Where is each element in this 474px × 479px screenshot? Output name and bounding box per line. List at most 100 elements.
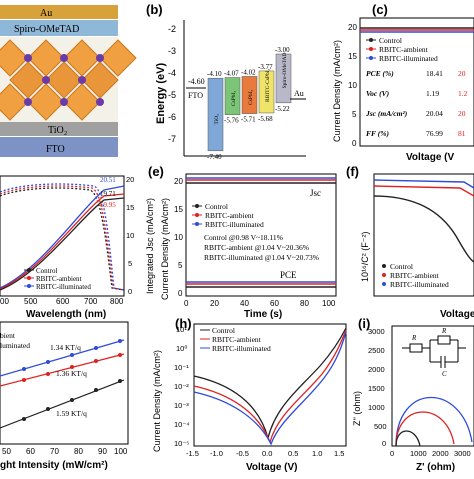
jsc-control-value: 19.71	[100, 190, 116, 198]
jsc-illuminated-value: 20.51	[100, 176, 116, 184]
dark-jv-legend-control: Control	[212, 326, 235, 335]
dark-jv-chart: Current Density (mA/cm²) 10¹ 10⁰ 10⁻¹ 10…	[152, 323, 347, 473]
table-param: Jsc (mA/cm²)	[365, 109, 408, 118]
table-param: FF (%)	[366, 129, 389, 138]
voc-legend-illuminated: luminated	[0, 341, 30, 350]
jv-tick: 15	[348, 52, 357, 61]
ms-xlabel: Voltage	[440, 309, 474, 320]
tio2-layer	[0, 122, 118, 136]
au-level-label: Au	[294, 89, 304, 98]
nyquist-ylabel: Z'' (ohm)	[352, 391, 362, 426]
steady-frame	[185, 173, 337, 297]
panel-g-voc-intensity: bient luminated 1.34 KT/q 1.36 KT/q 1.59…	[0, 318, 140, 474]
ms-frame	[373, 173, 474, 297]
ipce-xtick: 700	[84, 297, 98, 306]
voc-ambient-fit	[0, 353, 125, 387]
circuit-rrec: R	[441, 327, 447, 335]
panel-i-label: (i)	[358, 316, 371, 331]
ipce-frame	[0, 175, 125, 297]
ms-ambient-curve	[373, 185, 474, 197]
dark-jv-control-curve	[193, 327, 347, 441]
steady-tick: 15	[174, 205, 183, 214]
band-material-name: TiO₂	[214, 114, 220, 125]
voc-xtick: 60	[26, 447, 35, 456]
band-bar	[207, 77, 224, 152]
panel-f-mott-schottky: 10¹⁶/C² (F⁻²) Control RBITC-ambient RBIT…	[344, 170, 474, 320]
band-cb-value: -4.10	[207, 70, 222, 78]
jv-parameter-table: PCE (%) 18.41 20 Voc (V) 1.19 1.2 Jsc (m…	[365, 69, 468, 138]
steady-state-chart: Current Density (mA/cm²) 20 15 10 5 0 Js…	[160, 173, 337, 320]
dark-jv-ytick: 10¹	[176, 325, 187, 334]
panel-a-device-structure: Au Spiro-OMeTAD TiO₂ FTO	[0, 0, 150, 160]
table-control-value: 18.41	[426, 69, 443, 78]
band-vb-value: -5.76	[224, 117, 239, 125]
steady-xtick: 20	[210, 299, 219, 308]
steady-note-ambient: RBITC-ambient @1.04 V~20.36%	[204, 243, 309, 252]
dark-jv-xtick: 0.5	[288, 449, 298, 458]
ms-legend-control: Control	[390, 262, 413, 271]
dark-jv-ambient-curve	[193, 329, 347, 445]
fto-layer	[0, 137, 118, 157]
energy-tick: -2	[168, 24, 176, 34]
table-ambient-value: 20	[458, 69, 466, 78]
jsc-control-curve	[0, 197, 125, 291]
steady-xtick: 100	[322, 299, 336, 308]
voc-slope-ambient: 1.36 KT/q	[56, 369, 87, 378]
steady-legend-ambient: RBITC-ambient	[205, 211, 255, 220]
voc-xtick: 90	[98, 447, 107, 456]
ipce-legend-control: Control	[36, 267, 57, 275]
steady-legend: Control RBITC-ambient RBITC-illuminated	[192, 202, 264, 229]
jv-chart: Current Density (mA/cm²) 20 15 10 5 0 Co…	[332, 17, 474, 163]
panel-e-label: (e)	[148, 164, 164, 179]
voc-control-fit	[0, 379, 125, 429]
steady-xlabel: Time (s)	[244, 309, 282, 320]
device-structure-illustration: Au Spiro-OMeTAD TiO₂ FTO	[0, 5, 137, 157]
voc-xtick: 50	[2, 447, 11, 456]
panel-b-energy-diagram: Energy (eV) -2 -3 -4 -5 -6 -7 -4.10 -7.40…	[150, 14, 310, 164]
table-ambient-value: 1.2	[458, 89, 468, 98]
voc-xtick: 100	[114, 447, 128, 456]
table-param: PCE (%)	[366, 69, 394, 78]
nyquist-ytick: 2500	[368, 346, 385, 355]
nyquist-ytick: 500	[374, 422, 387, 431]
ipce-ytick-right: 15	[126, 203, 134, 212]
panel-e-stability: Current Density (mA/cm²) 20 15 10 5 0 Js…	[158, 170, 338, 320]
table-control-value: 1.19	[426, 89, 439, 98]
ipce-ytick-right: 5	[128, 259, 132, 268]
pce-label: PCE	[280, 270, 297, 280]
nyquist-xtick: 0	[390, 449, 394, 458]
tio2-layer-label: TiO₂	[48, 125, 67, 136]
nyquist-ytick: 1500	[368, 384, 385, 393]
jsc-label: Jsc	[310, 188, 321, 198]
jv-legend: Control RBITC-ambient RBITC-illuminated	[366, 36, 438, 63]
au-layer-label: Au	[40, 8, 52, 19]
band-cb-value: -3.00	[275, 46, 290, 54]
nyquist-ytick: 3000	[368, 327, 385, 336]
steady-tick: 20	[174, 177, 183, 186]
nyquist-xlabel: Z' (ohm)	[416, 462, 455, 473]
ipce-xtick: 800	[110, 297, 124, 306]
dark-jv-xtick: -1.0	[210, 449, 223, 458]
energy-level-chart: Energy (eV) -2 -3 -4 -5 -6 -7 -4.10 -7.40…	[155, 20, 306, 161]
steady-tick: 10	[174, 233, 183, 242]
ms-legend-ambient: RBITC-ambient	[390, 271, 440, 280]
dark-jv-xlabel: Voltage (V)	[246, 462, 297, 473]
spiro-layer-label: Spiro-OMeTAD	[14, 24, 79, 35]
nyquist-control-arc	[395, 430, 421, 447]
ipce-xtick: 500	[24, 297, 38, 306]
ipce-ytick-right: 10	[126, 231, 134, 240]
jsc-ambient-curve	[0, 193, 125, 290]
dark-jv-ytick: 10⁻²	[174, 382, 189, 391]
dark-jv-illuminated-curve	[193, 331, 347, 446]
nyquist-xtick: 1000	[410, 449, 427, 458]
perovskite-octahedra	[0, 39, 137, 121]
ms-legend-illuminated: RBITC-illuminated	[390, 280, 449, 289]
band-bar	[241, 76, 258, 114]
energy-axis-label: Energy (eV)	[155, 63, 167, 124]
nyquist-illuminated-arc	[395, 396, 473, 447]
ms-ylabel: 10¹⁶/C² (F⁻²)	[360, 232, 370, 282]
dark-jv-xtick: -0.5	[236, 449, 249, 458]
ipce-legend-ambient: RBITC-ambient	[36, 275, 82, 283]
band-cb-value: -4.02	[241, 68, 256, 76]
nyquist-ytick: 0	[382, 439, 386, 448]
